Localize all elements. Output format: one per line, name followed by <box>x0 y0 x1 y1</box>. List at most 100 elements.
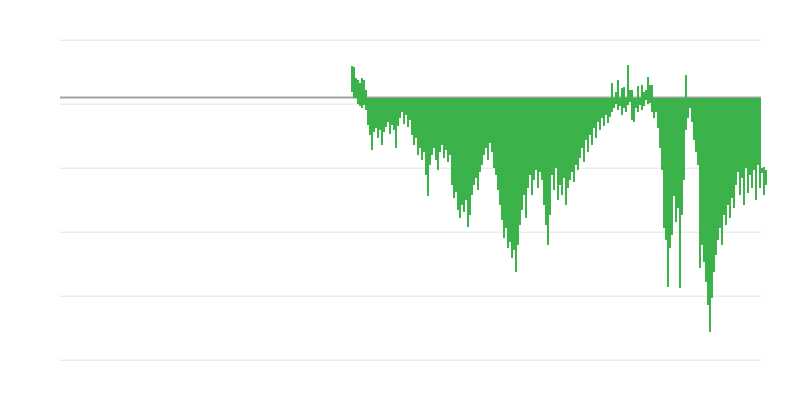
price-column <box>639 98 641 105</box>
price-column <box>645 90 647 100</box>
price-column <box>363 80 365 105</box>
price-column <box>667 98 669 287</box>
price-column <box>763 167 765 195</box>
price-column <box>437 98 439 170</box>
price-column <box>485 98 487 148</box>
price-column <box>425 98 427 175</box>
price-column <box>565 98 567 205</box>
price-column <box>439 98 441 152</box>
price-column <box>501 98 503 220</box>
price-column <box>499 98 501 205</box>
price-column <box>711 98 713 298</box>
price-column <box>681 98 683 215</box>
price-column <box>471 98 473 195</box>
price-column <box>473 98 475 185</box>
price-column <box>601 98 603 118</box>
price-column <box>491 98 493 152</box>
price-column <box>351 66 353 92</box>
price-column <box>529 98 531 175</box>
price-column <box>759 98 761 188</box>
price-column <box>697 98 699 165</box>
price-column <box>509 98 511 242</box>
price-column <box>391 98 393 125</box>
price-column <box>557 98 559 200</box>
price-column <box>497 98 499 190</box>
price-column <box>379 98 381 130</box>
price-column <box>657 98 659 128</box>
price-column <box>709 98 711 332</box>
price-column <box>357 80 359 104</box>
price-column <box>715 98 717 255</box>
price-column <box>525 98 527 218</box>
price-column <box>599 98 601 130</box>
price-column <box>631 90 633 120</box>
price-column <box>633 98 635 122</box>
price-column <box>555 98 557 168</box>
price-column <box>647 77 649 104</box>
price-column <box>463 98 465 212</box>
price-column <box>369 98 371 135</box>
price-column <box>765 170 767 185</box>
price-column <box>707 98 709 305</box>
price-column <box>547 98 549 245</box>
price-column <box>665 98 667 240</box>
price-column <box>591 98 593 145</box>
price-column <box>579 98 581 158</box>
price-column <box>609 98 611 117</box>
price-column <box>753 98 755 170</box>
price-column <box>419 98 421 148</box>
price-column <box>429 98 431 165</box>
price-column <box>719 98 721 228</box>
price-column <box>613 98 615 108</box>
price-column <box>581 98 583 148</box>
price-column <box>553 98 555 190</box>
price-column <box>597 98 599 122</box>
price-column <box>551 98 553 175</box>
price-column <box>433 98 435 148</box>
price-column <box>607 98 609 123</box>
price-column <box>729 98 731 218</box>
price-column <box>595 98 597 138</box>
price-column <box>365 90 367 110</box>
price-column <box>389 98 391 134</box>
price-column <box>589 98 591 135</box>
price-column <box>375 98 377 128</box>
price-column <box>585 98 587 140</box>
price-column <box>761 168 763 173</box>
price-column <box>431 98 433 155</box>
price-column <box>721 98 723 245</box>
price-column <box>679 98 681 288</box>
price-column <box>355 78 357 98</box>
price-column <box>455 98 457 192</box>
price-column <box>435 98 437 160</box>
price-column <box>481 98 483 165</box>
price-column <box>691 98 693 122</box>
price-column <box>527 98 529 188</box>
price-column <box>385 98 387 127</box>
price-column <box>695 98 697 152</box>
price-column <box>417 98 419 155</box>
price-column <box>401 98 403 112</box>
price-column <box>505 98 507 228</box>
price-column <box>459 98 461 218</box>
price-column <box>617 80 619 110</box>
price-column <box>457 98 459 210</box>
price-column <box>545 98 547 225</box>
price-column <box>683 98 685 180</box>
price-column <box>563 98 565 178</box>
price-column <box>659 98 661 148</box>
price-column <box>415 98 417 138</box>
price-column <box>453 98 455 198</box>
price-column <box>593 98 595 128</box>
price-column <box>583 98 585 162</box>
price-column <box>443 98 445 158</box>
price-column <box>673 98 675 196</box>
price-column <box>537 98 539 188</box>
price-column <box>397 98 399 126</box>
price-column <box>541 98 543 180</box>
price-column <box>521 98 523 210</box>
price-column <box>755 98 757 200</box>
price-column <box>629 90 631 102</box>
